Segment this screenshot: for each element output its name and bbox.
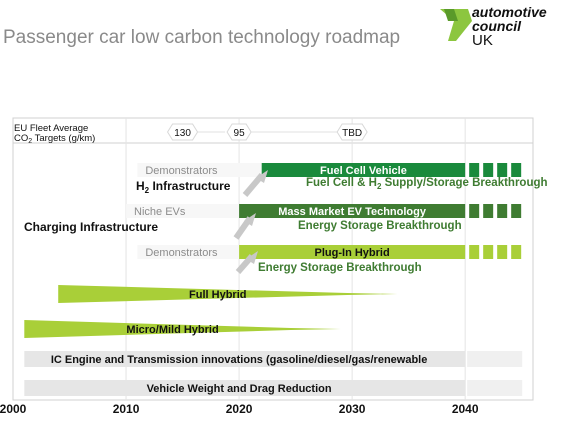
x-tick-label: 2020 bbox=[226, 402, 253, 416]
future-segment bbox=[469, 204, 480, 218]
future-segment bbox=[483, 204, 494, 218]
energy-storage-breakthrough-label: Energy Storage Breakthrough bbox=[298, 220, 462, 232]
technology-bar bbox=[261, 163, 466, 177]
enabler-band-extension bbox=[467, 380, 523, 396]
future-segment bbox=[483, 163, 494, 177]
future-segment bbox=[497, 163, 508, 177]
technology-label: Mass Market EV Technology bbox=[278, 206, 427, 218]
energy-storage-breakthrough-label-2: Energy Storage Breakthrough bbox=[258, 262, 422, 274]
connector-arrow-head bbox=[256, 170, 268, 183]
future-segment bbox=[511, 163, 522, 177]
future-segment bbox=[511, 204, 522, 218]
connector-arrow-head bbox=[244, 213, 256, 226]
logo-line-2: council bbox=[472, 18, 522, 34]
charging-infrastructure-label: Charging Infrastructure bbox=[24, 220, 158, 234]
logo-line-3: UK bbox=[472, 32, 493, 49]
enabler-band bbox=[24, 351, 466, 367]
future-segment bbox=[469, 163, 480, 177]
technology-label: Full Hybrid bbox=[189, 289, 246, 301]
logo-line-1: automotive bbox=[472, 4, 547, 20]
x-tick-label: 2000 bbox=[0, 402, 27, 416]
target-value-label: TBD bbox=[342, 128, 362, 139]
page-title: Passenger car low carbon technology road… bbox=[3, 27, 401, 48]
precursor-label: Niche EVs bbox=[134, 206, 186, 218]
future-segment bbox=[497, 245, 508, 259]
enabler-label: Vehicle Weight and Drag Reduction bbox=[147, 383, 332, 395]
technology-arrow bbox=[24, 320, 341, 338]
h2-infrastructure-label: H2 Infrastructure bbox=[136, 179, 231, 195]
technology-bar bbox=[239, 245, 466, 259]
enabler-label: IC Engine and Transmission innovations (… bbox=[51, 354, 428, 366]
future-segment bbox=[497, 204, 508, 218]
targets-label-line2: CO2 Targets (g/km) bbox=[14, 133, 95, 145]
precursor-band bbox=[137, 163, 273, 177]
technology-label: Fuel Cell Vehicle bbox=[320, 165, 407, 177]
target-marker bbox=[336, 123, 368, 141]
logo-chevron-icon bbox=[440, 9, 472, 41]
target-value-label: 130 bbox=[174, 128, 191, 139]
connector-arrow-head bbox=[246, 251, 258, 264]
enabler-band-extension bbox=[467, 351, 523, 367]
precursor-band bbox=[137, 245, 251, 259]
future-segment bbox=[469, 245, 480, 259]
x-tick-label: 2040 bbox=[452, 402, 479, 416]
enabler-band bbox=[24, 380, 466, 396]
chart-frame bbox=[12, 117, 534, 401]
x-tick-label: 2030 bbox=[339, 402, 366, 416]
future-segment bbox=[483, 245, 494, 259]
technology-label: Micro/Mild Hybrid bbox=[126, 324, 218, 336]
precursor-band bbox=[126, 204, 251, 218]
fuel-cell-breakthrough-label: Fuel Cell & H2 Supply/Storage Breakthrou… bbox=[306, 177, 548, 191]
technology-label: Plug-In Hybrid bbox=[315, 247, 390, 259]
x-tick-label: 2010 bbox=[113, 402, 140, 416]
technology-arrow bbox=[58, 285, 398, 303]
target-value-label: 95 bbox=[234, 128, 246, 139]
future-segment bbox=[511, 245, 522, 259]
precursor-label: Demonstrators bbox=[145, 165, 218, 177]
targets-label: EU Fleet Average bbox=[14, 123, 88, 134]
precursor-label: Demonstrators bbox=[145, 247, 218, 259]
automotive-council-logo: automotive council UK bbox=[438, 4, 568, 50]
technology-bar bbox=[239, 204, 466, 218]
